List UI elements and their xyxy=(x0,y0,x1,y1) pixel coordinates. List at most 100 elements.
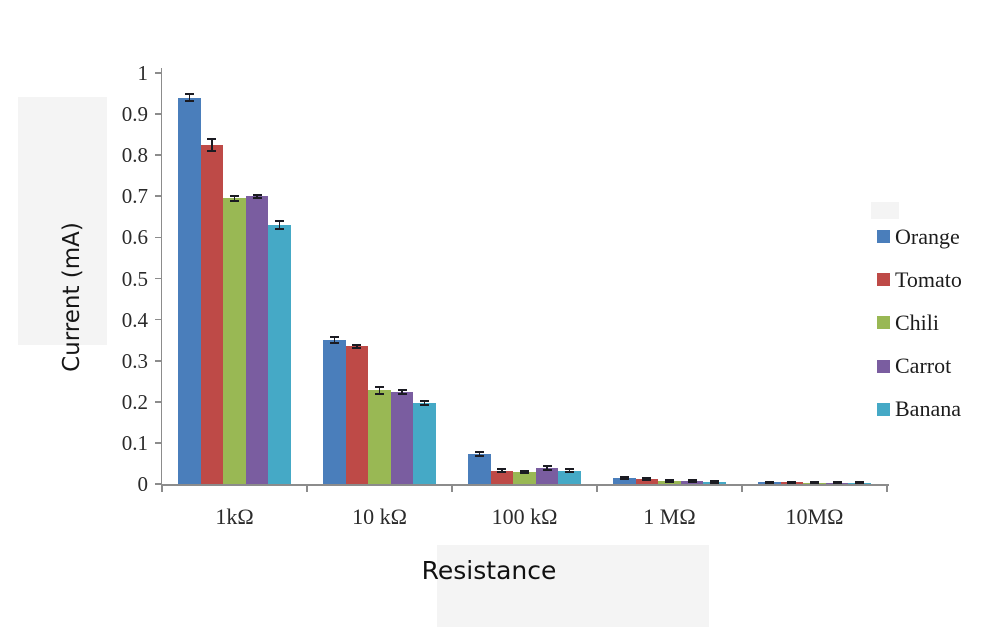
bar-carrot-cat1 xyxy=(390,391,414,484)
error-whisker xyxy=(278,220,281,230)
error-cap-bottom xyxy=(665,480,674,483)
error-cap-top xyxy=(787,480,797,483)
y-tick xyxy=(155,113,162,115)
error-cap-top xyxy=(275,219,285,222)
error-cap-top xyxy=(810,480,819,483)
y-tick-label: 0.5 xyxy=(121,266,148,291)
error-whisker xyxy=(233,195,236,201)
error-cap-bottom xyxy=(352,346,362,349)
error-cap-top xyxy=(329,335,339,338)
error-cap-top xyxy=(565,468,575,471)
error-cap-bottom xyxy=(787,482,797,485)
error-whisker xyxy=(356,344,358,348)
background-patch-left xyxy=(18,97,107,345)
error-cap-bottom xyxy=(810,482,819,485)
error-cap-top xyxy=(665,479,674,482)
x-tick-label: 10MΩ xyxy=(785,504,844,529)
error-cap-bottom xyxy=(619,478,629,481)
y-tick-label: 1 xyxy=(137,61,149,85)
legend-swatch-chili xyxy=(877,316,890,330)
error-cap-top xyxy=(497,468,507,471)
error-cap-bottom xyxy=(520,472,529,475)
x-tick-label: 1kΩ xyxy=(215,504,254,529)
legend-swatch-carrot xyxy=(877,359,890,373)
y-tick-label: 0.7 xyxy=(121,184,148,209)
background-patch-bottom xyxy=(437,545,709,627)
error-cap-bottom xyxy=(642,479,652,482)
x-tick xyxy=(161,484,163,492)
x-tick-label: 10 kΩ xyxy=(352,504,407,529)
bar-orange-cat2 xyxy=(468,453,491,484)
error-whisker xyxy=(546,465,548,471)
error-cap-top xyxy=(687,479,697,482)
background-patch-legend xyxy=(871,202,899,219)
error-cap-bottom xyxy=(542,469,552,472)
error-cap-bottom xyxy=(420,404,430,407)
error-whisker xyxy=(478,451,481,457)
error-whisker xyxy=(523,470,526,474)
x-axis-title: Resistance xyxy=(421,556,557,585)
error-cap-bottom xyxy=(687,480,697,483)
error-whisker xyxy=(211,138,213,152)
bar-tomato-cat1 xyxy=(345,346,369,484)
legend-swatch-orange xyxy=(877,230,890,243)
error-cap-bottom xyxy=(710,481,720,484)
y-tick xyxy=(155,154,162,157)
y-tick-label: 0.2 xyxy=(121,389,148,414)
error-cap-bottom xyxy=(252,196,262,199)
legend-label-carrot: Carrot xyxy=(895,353,952,379)
y-tick xyxy=(155,277,162,280)
x-tick xyxy=(596,484,598,492)
bar-banana-cat0 xyxy=(268,225,291,484)
y-tick xyxy=(155,195,162,198)
bar-chili-cat0 xyxy=(223,198,246,484)
error-whisker xyxy=(568,469,571,473)
error-cap-top xyxy=(397,388,407,391)
error-cap-bottom xyxy=(497,471,507,474)
y-tick-label: 0.6 xyxy=(121,225,148,250)
error-cap-bottom xyxy=(375,392,384,395)
error-whisker xyxy=(378,387,381,394)
error-cap-bottom xyxy=(397,392,407,395)
y-tick-label: 0.8 xyxy=(121,143,148,168)
y-tick-label: 0.1 xyxy=(121,430,148,455)
y-tick xyxy=(155,72,162,74)
legend-label-orange: Orange xyxy=(895,223,960,249)
error-cap-top xyxy=(352,343,362,346)
error-whisker xyxy=(623,476,626,480)
y-tick-label: 0.9 xyxy=(121,102,148,127)
error-cap-top xyxy=(619,475,629,478)
x-tick xyxy=(741,484,743,492)
y-tick-label: 0 xyxy=(137,472,149,496)
y-tick xyxy=(155,236,162,239)
error-cap-bottom xyxy=(230,199,239,202)
error-cap-top xyxy=(230,194,239,197)
legend-label-chili: Chili xyxy=(895,309,940,335)
bar-orange-cat0 xyxy=(178,97,201,484)
bar-tomato-cat2 xyxy=(490,470,514,484)
error-whisker xyxy=(401,389,403,394)
error-whisker xyxy=(646,477,648,481)
y-tick-label: 0.3 xyxy=(121,348,148,373)
legend-swatch-tomato xyxy=(877,273,890,287)
bar-chili-cat2 xyxy=(513,472,536,484)
error-cap-top xyxy=(542,464,552,467)
error-cap-bottom xyxy=(855,482,865,485)
error-whisker xyxy=(188,94,191,101)
error-cap-bottom xyxy=(832,482,842,485)
bar-tomato-cat3 xyxy=(635,479,659,484)
error-cap-top xyxy=(764,480,774,483)
error-cap-top xyxy=(420,399,430,402)
bar-orange-cat3 xyxy=(613,477,636,484)
bar-banana-cat1 xyxy=(413,403,436,484)
error-cap-bottom xyxy=(184,99,194,102)
y-tick xyxy=(155,483,162,485)
bar-orange-cat1 xyxy=(323,340,346,484)
error-whisker xyxy=(501,469,503,473)
error-cap-bottom xyxy=(474,455,484,458)
error-cap-top xyxy=(832,480,842,483)
bar-carrot-cat0 xyxy=(245,196,269,484)
